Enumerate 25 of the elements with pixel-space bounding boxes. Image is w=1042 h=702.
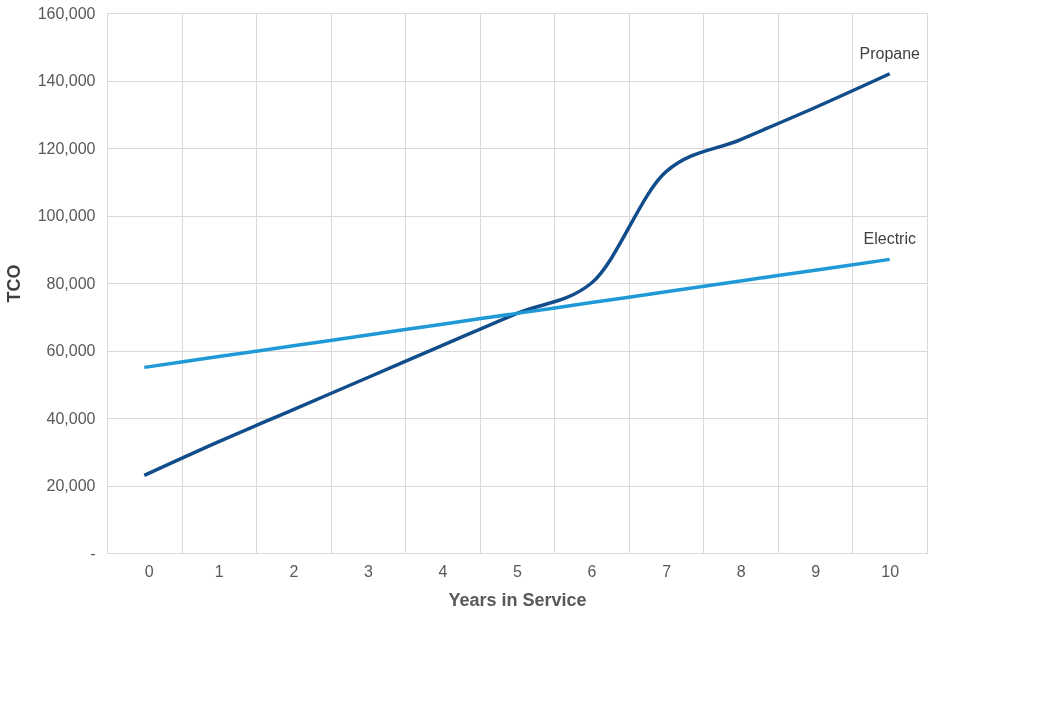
series-label: Propane [859,44,921,62]
x-tick-label: 0 [144,562,154,580]
y-tick-label: - [90,544,96,562]
x-tick-label: 2 [289,562,299,580]
x-tick-label: 5 [513,562,523,580]
line-series [142,257,892,370]
x-tick-label: 10 [881,562,900,580]
y-axis-title: TCO [3,264,24,303]
x-axis-title: Years in Service [448,589,587,610]
x-tick-label: 9 [811,562,821,580]
y-tick-label: 80,000 [46,274,96,292]
y-tick-label: 20,000 [46,477,96,494]
y-tick-label: 160,000 [37,4,96,22]
series-label: Electric [863,230,916,248]
x-tick-label: 3 [363,562,373,580]
x-tick-label: 4 [438,562,448,580]
x-tick-label: 1 [214,562,224,580]
x-tick-label: 6 [587,562,597,580]
x-tick-label: 8 [736,562,746,580]
y-tick-label: 40,000 [46,409,96,427]
y-tick-label: 60,000 [46,342,96,359]
x-tick-label: 7 [662,562,672,580]
y-tick-label: 120,000 [37,139,96,157]
y-tick-label: 100,000 [37,207,96,224]
y-tick-label: 140,000 [37,72,96,89]
